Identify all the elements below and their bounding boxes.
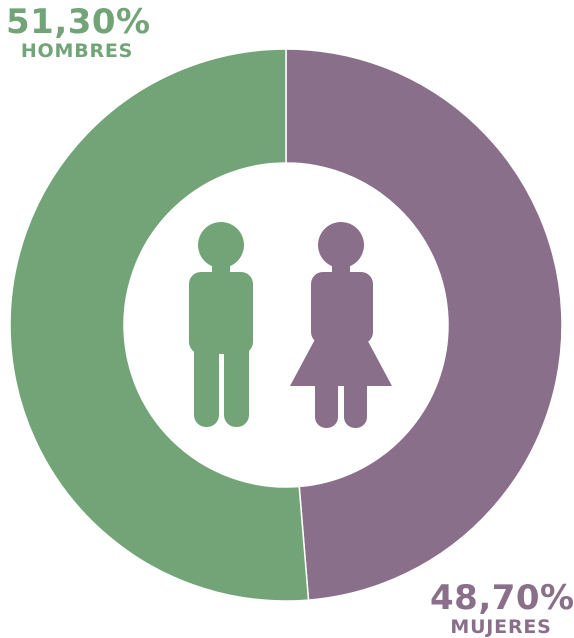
donut-slice-mujeres (285, 48, 563, 601)
women-label: 48,70% MUJERES (430, 578, 574, 638)
donut-slice-hombres (9, 48, 310, 602)
woman-figure-icon (290, 222, 392, 428)
men-percentage: 51,30% (6, 2, 151, 42)
man-figure-icon (189, 222, 253, 427)
women-percentage: 48,70% (430, 578, 574, 618)
gender-icons (189, 222, 392, 428)
men-label: 51,30% HOMBRES (6, 2, 151, 62)
donut-slices (9, 48, 563, 602)
men-category-label: HOMBRES (20, 40, 134, 62)
women-category-label: MUJERES (450, 616, 552, 638)
